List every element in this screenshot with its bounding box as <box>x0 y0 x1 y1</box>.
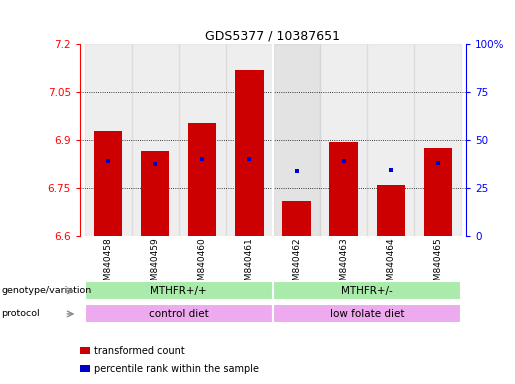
Bar <box>94 131 122 236</box>
Bar <box>414 44 461 236</box>
Text: percentile rank within the sample: percentile rank within the sample <box>94 364 259 374</box>
Bar <box>273 44 320 236</box>
Text: low folate diet: low folate diet <box>330 309 404 319</box>
Text: MTHFR+/-: MTHFR+/- <box>341 286 393 296</box>
Text: genotype/variation: genotype/variation <box>1 286 91 295</box>
Bar <box>132 44 179 236</box>
Bar <box>273 44 320 236</box>
Text: control diet: control diet <box>149 309 209 319</box>
Bar <box>282 201 311 236</box>
FancyBboxPatch shape <box>84 281 273 300</box>
Bar <box>330 142 358 236</box>
Bar <box>235 70 264 236</box>
Title: GDS5377 / 10387651: GDS5377 / 10387651 <box>205 30 340 43</box>
Bar <box>367 44 414 236</box>
Text: MTHFR+/+: MTHFR+/+ <box>150 286 207 296</box>
Bar <box>226 44 273 236</box>
Bar <box>84 44 132 236</box>
FancyBboxPatch shape <box>273 281 461 300</box>
Bar <box>188 122 216 236</box>
Bar <box>424 148 452 236</box>
Bar <box>80 365 90 372</box>
Text: protocol: protocol <box>1 310 40 318</box>
Bar <box>320 44 367 236</box>
Bar <box>179 44 226 236</box>
FancyBboxPatch shape <box>273 305 461 323</box>
Bar <box>376 185 405 236</box>
Bar <box>80 347 90 354</box>
FancyBboxPatch shape <box>84 305 273 323</box>
Text: transformed count: transformed count <box>94 346 185 356</box>
Bar <box>141 151 169 236</box>
